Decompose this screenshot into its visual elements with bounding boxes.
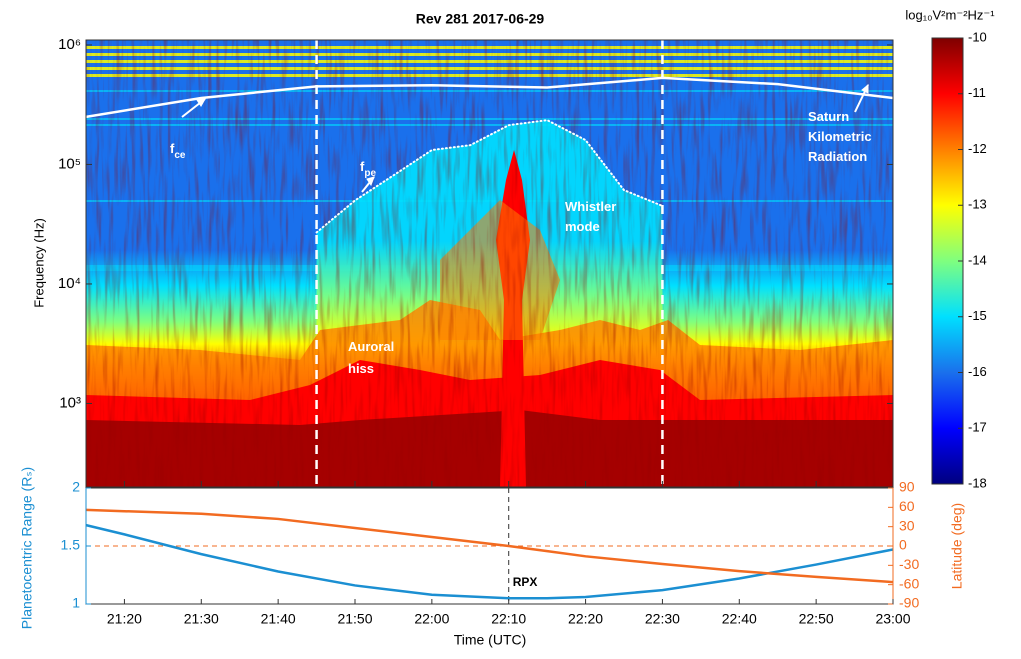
colorbar-tick-label: -12: [968, 141, 987, 156]
arrow-head: [861, 83, 869, 94]
x-tick-label: 22:30: [645, 611, 680, 627]
series-line: [85, 508, 894, 584]
y-tick-label: 1.5: [61, 537, 81, 553]
x-tick-label: 22:20: [568, 611, 603, 627]
colorbar-tick-label: -10: [968, 29, 987, 44]
annotation: RPX: [513, 575, 538, 589]
annotation-text: Kilometric: [808, 129, 872, 144]
x-tick-label: 21:30: [184, 611, 219, 627]
arrow-head: [196, 98, 206, 107]
noise: [86, 40, 893, 487]
y2-tick-label: -30: [899, 556, 919, 572]
annotation: fpe: [360, 159, 376, 178]
arrow-head: [366, 176, 375, 187]
annotation-subscript: ce: [174, 150, 186, 161]
series-line: [85, 523, 894, 600]
y-tick-label: 1: [72, 595, 80, 611]
x-tick-label: 22:50: [799, 611, 834, 627]
annotation-text: mode: [565, 219, 600, 234]
y2-tick-label: -60: [899, 575, 919, 591]
chart-title: Rev 281 2017-06-29: [416, 11, 545, 27]
y2-tick-label: 90: [899, 479, 915, 495]
x-tick-label: 22:40: [722, 611, 757, 627]
annotation: fce: [170, 141, 186, 160]
y-tick-label: 10⁵: [58, 155, 81, 172]
x-axis-label: Time (UTC): [454, 632, 527, 648]
annotation-text: hiss: [348, 361, 374, 376]
colorbar-tick-label: -18: [968, 475, 987, 490]
plot-frame: [85, 39, 894, 488]
y-tick-label: 10⁴: [58, 275, 81, 292]
annotation-text: Saturn: [808, 109, 849, 124]
annotation: Kilometric: [808, 129, 872, 144]
annotation-text: Auroral: [348, 339, 394, 354]
y2-tick-label: -90: [899, 595, 919, 611]
colorbar-tick-label: -11: [968, 85, 986, 100]
colorbar-tick-label: -14: [968, 252, 987, 267]
overlay: fcefpeWhistlermodeSaturnKilometricRadiat…: [19, 7, 996, 647]
spectrogram: [86, 40, 893, 487]
annotation: Radiation: [808, 149, 867, 164]
annotation-text: Radiation: [808, 149, 867, 164]
annotation-text: f: [170, 141, 175, 156]
colorbar-tick-label: -13: [968, 197, 987, 212]
y-tick-label: 10⁶: [58, 36, 81, 53]
y2-axis-label: Latitude (deg): [949, 503, 965, 589]
annotation: Whistler: [565, 199, 616, 214]
colorbar: [931, 37, 964, 485]
annotation-subscript: pe: [364, 168, 376, 179]
annotation: hiss: [348, 361, 374, 376]
x-tick-label: 22:10: [491, 611, 526, 627]
x-tick-label: 21:40: [261, 611, 296, 627]
annotation-text: f: [360, 159, 365, 174]
x-tick-label: 22:00: [414, 611, 449, 627]
annotation-text: Whistler: [565, 199, 616, 214]
y2-tick-label: 60: [899, 498, 915, 514]
frequency-curve: [84, 76, 895, 119]
y-tick-label: 10³: [59, 394, 81, 411]
annotation: Saturn: [808, 109, 849, 124]
y2-tick-label: 0: [899, 537, 907, 553]
y-axis-label: Frequency (Hz): [31, 218, 46, 308]
annotation: Auroral: [348, 339, 394, 354]
x-tick-label: 21:20: [107, 611, 142, 627]
y2-tick-label: 30: [899, 517, 915, 533]
colorbar-tick-label: -17: [968, 420, 987, 435]
y-tick-label: 2: [72, 479, 80, 495]
y-axis-label: Planetocentric Range (Rₛ): [19, 467, 35, 629]
annotation: mode: [565, 219, 600, 234]
x-tick-label: 23:00: [875, 611, 910, 627]
plot-frame: [85, 487, 894, 605]
colorbar-label: log₁₀V²m⁻²Hz⁻¹: [905, 7, 995, 22]
x-tick-label: 21:50: [337, 611, 372, 627]
colorbar-tick-label: -16: [968, 364, 987, 379]
colorbar-tick-label: -15: [968, 308, 987, 323]
frequency-curve: [315, 119, 664, 234]
